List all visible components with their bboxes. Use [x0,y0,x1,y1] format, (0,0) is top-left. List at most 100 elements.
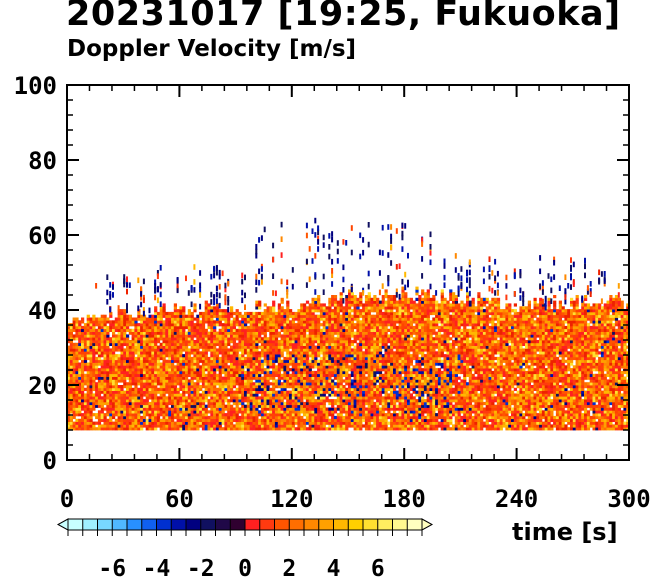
heat-cell [286,354,290,358]
heat-cell [258,337,262,341]
heat-cell [359,354,363,358]
heat-cell [224,407,228,411]
heat-cell [117,337,121,341]
heat-cell [252,317,256,321]
heat-cell [333,390,338,394]
heat-cell [162,311,166,316]
heat-cell [213,427,217,431]
heat-cell [142,342,147,346]
heat-cell [331,323,335,327]
heat-cell [204,334,208,338]
heat-cell [179,320,183,324]
scatter-cell [328,233,331,239]
scatter-cell [218,273,221,280]
heat-cell [114,368,118,372]
heat-cell [75,365,79,369]
heat-cell [291,337,295,341]
heat-cell [246,415,250,420]
heat-cell [246,393,250,397]
heat-cell [224,337,228,341]
heat-cell [114,323,118,327]
heat-cell [145,376,149,380]
heat-cell [378,351,383,355]
heat-cell [370,314,374,318]
heat-cell [249,345,253,349]
heat-cell [151,427,155,431]
heat-cell [244,390,248,394]
heat-cell [224,365,228,369]
heat-cell [255,396,259,400]
heat-cell [300,396,304,400]
heat-cell [244,382,248,386]
scatter-cell [140,291,143,297]
heat-cell [263,320,267,324]
heat-cell [252,404,256,408]
heat-cell [232,415,236,420]
heat-cell [89,379,93,383]
heat-cell [342,314,346,318]
heat-cell [263,334,267,338]
heat-cell [128,354,132,358]
heat-cell [171,342,175,346]
heat-cell [126,385,130,389]
heat-cell [244,404,248,408]
heat-cell [176,368,180,372]
heat-cell [210,365,214,369]
heat-cell [359,356,363,361]
heat-cell [322,396,326,400]
heat-cell [336,399,340,403]
heat-cell [117,345,121,349]
heat-cell [173,306,177,310]
heat-cell [314,325,318,330]
heat-cell [305,393,310,397]
heat-cell [148,413,152,417]
heat-cell [367,393,371,397]
scatter-cell [255,248,258,255]
heat-cell [117,399,121,403]
heat-cell [272,317,276,321]
heat-cell [134,421,138,425]
scatter-cell [154,279,157,286]
scatter-cell [241,278,244,285]
heat-cell [218,368,222,372]
heat-cell [235,396,239,400]
heat-cell [274,337,279,341]
heat-cell [319,393,324,397]
heat-cell [193,413,197,417]
heat-cell [325,415,329,420]
heat-cell [244,396,248,400]
heat-cell [387,334,391,338]
scatter-cell [126,307,128,314]
heat-cell [112,404,116,408]
heat-cell [190,323,194,327]
heat-cell [134,365,138,369]
heat-cell [311,418,315,422]
heat-cell [137,342,141,346]
heat-cell [190,334,194,338]
heat-cell [159,306,163,310]
heat-cell [148,401,152,406]
heat-cell [89,407,93,411]
heat-cell [176,314,180,318]
heat-cell [364,325,369,330]
heat-cell [300,382,304,386]
heat-cell [317,401,321,406]
heat-cell [274,340,279,344]
heat-cell [86,387,90,391]
heat-cell [182,334,186,338]
heat-cell [350,382,354,386]
heat-cell [213,309,217,313]
heat-cell [204,396,208,400]
heat-cell [187,340,191,344]
heat-cell [69,365,73,369]
heat-cell [145,340,149,344]
heat-cell [300,334,304,338]
heat-cell [255,385,259,389]
heat-cell [317,362,321,366]
heat-cell [201,362,206,366]
heatmap-cells [67,217,630,431]
heat-cell [140,379,144,383]
heat-cell [348,424,352,428]
heat-cell [300,421,304,425]
heat-cell [373,410,377,414]
